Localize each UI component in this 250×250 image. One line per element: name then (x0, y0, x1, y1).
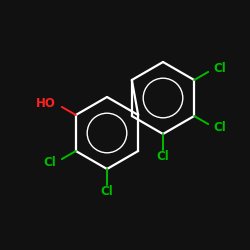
Text: Cl: Cl (100, 185, 114, 198)
Text: Cl: Cl (214, 121, 226, 134)
Text: Cl: Cl (44, 156, 56, 169)
Text: Cl: Cl (156, 150, 170, 163)
Text: Cl: Cl (214, 62, 226, 75)
Text: HO: HO (36, 97, 56, 110)
